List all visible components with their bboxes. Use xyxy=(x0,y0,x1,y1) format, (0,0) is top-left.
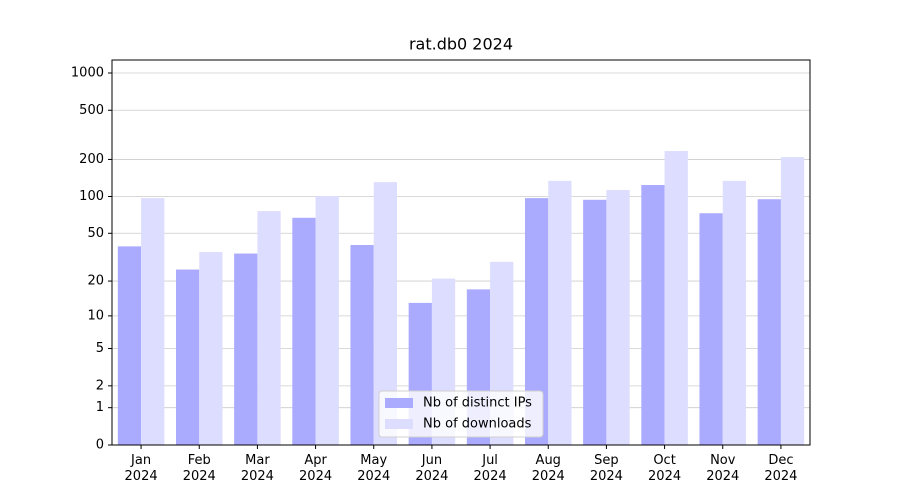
x-tick-label: Mar 2024 xyxy=(240,453,274,484)
y-tick-label: 100 xyxy=(79,189,104,204)
bar xyxy=(641,185,665,445)
y-tick-label: 500 xyxy=(79,103,104,118)
x-tick-label: Nov 2024 xyxy=(706,453,740,484)
grid xyxy=(112,72,810,446)
x-tick-label: Feb 2024 xyxy=(182,453,216,484)
bar xyxy=(699,213,723,445)
bar xyxy=(664,151,688,445)
legend-box xyxy=(378,390,544,438)
bar xyxy=(780,157,805,445)
x-tick-label: Jan 2024 xyxy=(124,453,158,484)
plot-frame xyxy=(111,59,811,446)
y-tick-label: 1 xyxy=(96,400,104,415)
bar xyxy=(292,217,316,445)
x-tick-label: Jul 2024 xyxy=(473,453,507,484)
y-tick-label: 0 xyxy=(96,438,104,453)
legend-swatch xyxy=(385,398,413,408)
bar xyxy=(350,245,374,445)
x-tick-label: Oct 2024 xyxy=(648,453,682,484)
y-tick-label: 20 xyxy=(87,274,104,289)
bar xyxy=(141,198,165,445)
bar xyxy=(606,189,630,445)
legend-label: Nb of downloads xyxy=(423,417,532,432)
bar xyxy=(757,199,781,445)
x-tick-label: Dec 2024 xyxy=(764,453,798,484)
bar xyxy=(373,182,398,445)
legend: Nb of distinct IPs Nb of downloads xyxy=(378,390,544,438)
x-tick-label: Apr 2024 xyxy=(299,453,333,484)
bar xyxy=(583,199,607,445)
bar xyxy=(234,253,258,445)
y-tick-label: 10 xyxy=(87,308,104,323)
y-tick-label: 2 xyxy=(96,378,104,393)
y-tick-label: 1000 xyxy=(71,65,104,80)
x-tick-label: Jun 2024 xyxy=(415,453,449,484)
y-tick-label: 5 xyxy=(96,341,104,356)
bar xyxy=(117,246,142,445)
bar xyxy=(175,269,200,445)
legend-swatch xyxy=(385,419,413,429)
x-tick-label: Sep 2024 xyxy=(589,453,623,484)
bar xyxy=(199,252,223,445)
x-tick-label: Aug 2024 xyxy=(531,453,565,484)
bar xyxy=(722,180,747,445)
bar xyxy=(524,198,549,445)
bar xyxy=(257,211,281,445)
legend-label: Nb of distinct IPs xyxy=(423,396,532,411)
x-tick-label: May 2024 xyxy=(357,453,391,484)
y-tick-label: 50 xyxy=(87,226,104,241)
chart-title: rat.db0 2024 xyxy=(409,35,513,54)
bar xyxy=(548,180,572,445)
bar xyxy=(315,195,339,445)
y-tick-label: 200 xyxy=(79,152,104,167)
